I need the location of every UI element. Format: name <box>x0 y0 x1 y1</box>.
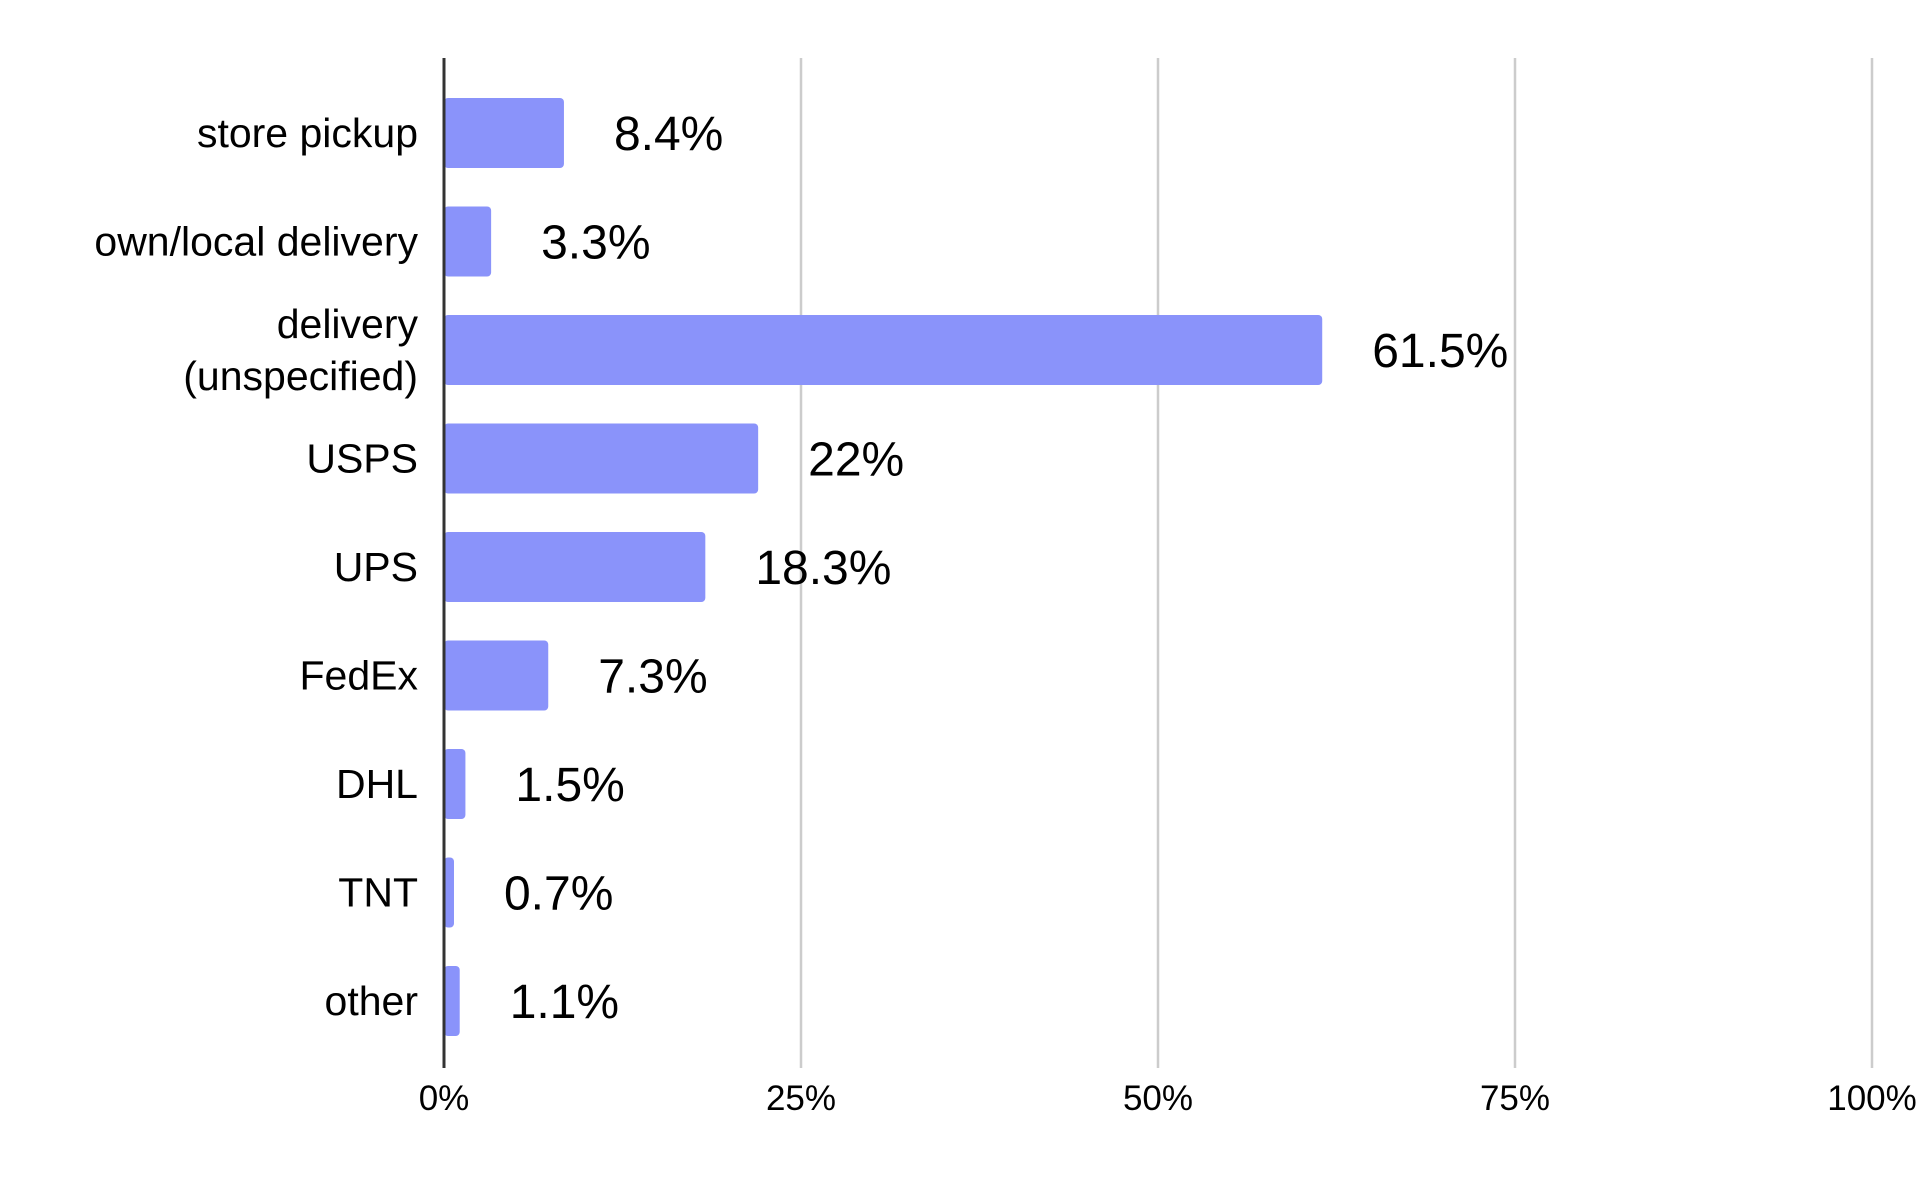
category-label: TNT <box>338 870 418 916</box>
category-label: FedEx <box>300 653 419 699</box>
value-label: 8.4% <box>614 108 723 161</box>
bar-2 <box>444 315 1323 385</box>
bar-4 <box>444 532 706 602</box>
category-label: USPS <box>306 436 418 482</box>
bar-6 <box>444 749 466 819</box>
category-label: DHL <box>336 761 418 807</box>
bar-3 <box>444 423 759 494</box>
value-label: 7.3% <box>598 651 707 704</box>
bar-0 <box>444 98 564 168</box>
bar-5 <box>444 640 549 711</box>
x-tick-label: 25% <box>766 1079 836 1118</box>
x-tick-label: 0% <box>419 1079 470 1118</box>
value-label: 61.5% <box>1372 325 1508 378</box>
x-tick-label: 75% <box>1480 1079 1550 1118</box>
category-label: store pickup <box>197 110 418 156</box>
category-label: delivery (unspecified) <box>183 301 418 399</box>
category-labels: store pickup own/local delivery delivery (u… <box>94 110 418 1024</box>
category-label: other <box>325 978 418 1024</box>
x-tick-label: 100% <box>1827 1079 1917 1118</box>
bar-7 <box>444 857 454 928</box>
bars <box>444 98 1323 1036</box>
value-label: 0.7% <box>504 868 613 921</box>
x-tick-labels: 0% 25% 50% 75% 100% <box>419 1079 1917 1118</box>
category-label: own/local delivery <box>94 219 418 265</box>
bar-1 <box>444 206 492 277</box>
category-label: UPS <box>334 544 418 590</box>
value-label: 3.3% <box>541 217 650 270</box>
value-label: 18.3% <box>755 542 891 595</box>
gridlines <box>799 58 1874 1068</box>
value-label: 1.1% <box>510 976 619 1029</box>
value-label: 22% <box>808 434 904 487</box>
x-tick-label: 50% <box>1123 1079 1193 1118</box>
bar-8 <box>444 966 460 1036</box>
value-labels: 8.4% 3.3% 61.5% 22% 18.3% 7.3% 1.5% 0.7% 1.1% <box>504 108 1508 1029</box>
value-label: 1.5% <box>515 759 624 812</box>
